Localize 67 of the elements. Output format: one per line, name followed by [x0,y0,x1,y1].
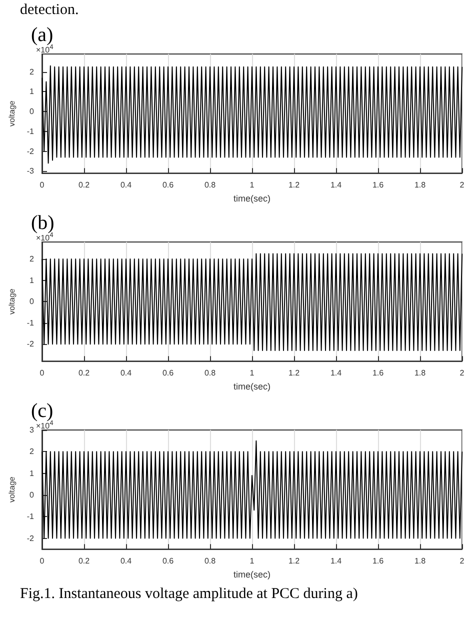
text: detection. [19,1,80,20]
y-tick-label: -1 [26,318,35,328]
x-tick-label: 1.4 [330,368,342,378]
x-tick-label: 0 [40,368,45,378]
x-tick-label: 1.6 [372,180,384,190]
x-tick-label: 0.8 [204,180,216,190]
y-axis-title: voltage [8,476,16,502]
x-tick-label: 1.8 [414,180,426,190]
x-tick-label: 0.2 [78,368,90,378]
x-tick-label: 1 [250,368,255,378]
line-series [42,440,462,539]
annotation: ×10$^{4}$ [36,420,54,431]
x-tick-label: 2 [460,556,465,566]
y-tick-label: 2 [30,67,35,76]
x-axis-title: time(sec) [234,570,271,580]
x-tick-label: 1.2 [288,556,300,566]
x-tick-label: 0.8 [204,368,216,378]
y-tick-label: 1 [30,468,35,478]
x-tick-label: 0.2 [78,556,90,566]
y-tick-label: -2 [26,534,35,543]
caption: Fig.1. Instantaneous voltage amplitude at PCC during a) [19,585,359,604]
y-tick-label: 0 [30,490,35,500]
y-axis-title: voltage [8,288,16,314]
y-tick-label: 2 [30,447,35,456]
y-tick-label: -2 [26,340,35,349]
line-series [42,253,462,351]
x-tick-label: 2 [460,180,465,190]
x-tick-label: 1.2 [288,368,300,378]
y-axis-title: voltage [8,100,16,126]
y-tick-label: 3 [30,426,35,434]
x-tick-label: 0.2 [78,180,90,190]
x-tick-label: 0.4 [120,556,132,566]
y-tick-label: 1 [30,276,35,285]
x-axis-title: time(sec) [234,382,271,392]
y-tick-label: -2 [26,146,35,156]
x-tick-label: 1.8 [414,556,426,566]
y-tick-label: -3 [26,166,35,176]
annotation: ×10$^{4}$ [36,232,54,243]
x-tick-label: 0 [40,180,45,190]
x-tick-label: 1.4 [330,180,342,190]
x-tick-label: 1.2 [288,180,300,190]
x-tick-label: 0 [40,556,45,566]
x-tick-label: 1 [250,180,255,190]
chart-title: (b) [31,212,54,234]
x-tick-label: 1.4 [330,556,342,566]
y-tick-label: 0 [30,107,35,116]
x-tick-label: 0.4 [120,180,132,190]
x-tick-label: 2 [460,368,465,378]
x-tick-label: 1.6 [372,368,384,378]
chart-title: (c) [31,400,54,422]
x-tick-label: 1 [250,556,255,566]
y-tick-label: -1 [26,512,35,522]
line-series [42,65,462,164]
y-tick-label: 0 [30,297,35,306]
x-axis-title: time(sec) [234,194,271,204]
x-tick-label: 0.4 [120,368,132,378]
y-tick-label: 2 [30,254,35,264]
annotation: ×10$^{4}$ [36,44,54,55]
y-tick-label: -1 [26,126,35,136]
y-tick-label: 1 [30,87,35,96]
x-tick-label: 1.8 [414,368,426,378]
x-tick-label: 0.6 [162,180,174,190]
chart-title: (a) [31,24,54,46]
x-tick-label: 0.8 [204,556,216,566]
x-tick-label: 1.6 [372,556,384,566]
x-tick-label: 0.6 [162,556,174,566]
x-tick-label: 0.6 [162,368,174,378]
